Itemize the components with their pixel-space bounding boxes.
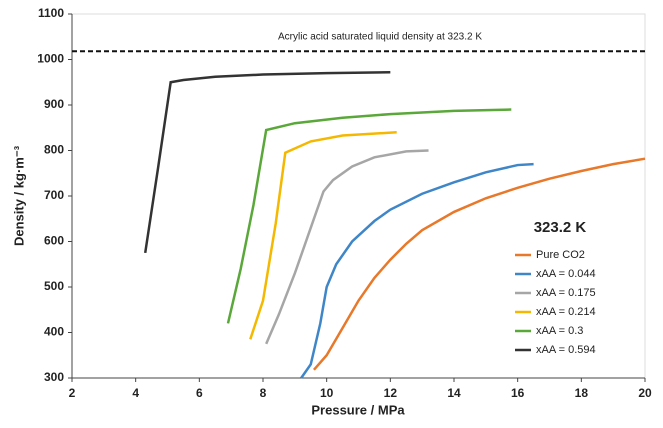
series-line [143, 70, 391, 254]
legend-title: 323.2 K [534, 219, 587, 236]
legend-label: xAA = 0.214 [536, 306, 596, 318]
y-tick-label: 1000 [37, 52, 64, 66]
y-tick-label: 500 [44, 279, 64, 293]
legend-label: xAA = 0.3 [536, 325, 583, 337]
legend-label: xAA = 0.594 [536, 344, 596, 356]
x-tick-label: 12 [384, 386, 398, 400]
y-tick-label: 900 [44, 97, 64, 111]
x-tick-label: 6 [196, 386, 203, 400]
legend-label: xAA = 0.044 [536, 268, 596, 280]
series-line [312, 157, 646, 371]
y-tick-label: 700 [44, 188, 64, 202]
plot-frame [71, 13, 646, 379]
series-line [300, 162, 534, 379]
y-tick-label: 600 [44, 234, 64, 248]
x-axis-title: Pressure / MPa [311, 402, 405, 417]
series-line [226, 108, 512, 324]
reference-label: Acrylic acid saturated liquid density at… [278, 32, 482, 43]
x-tick-label: 10 [320, 386, 334, 400]
series-line [265, 149, 429, 345]
y-tick-label: 1100 [38, 6, 64, 20]
y-tick-label: 800 [44, 143, 64, 157]
series-line [249, 131, 397, 340]
y-axis-title: Density / kg·m⁻³ [11, 145, 26, 246]
x-tick-label: 18 [575, 386, 589, 400]
x-tick-label: 20 [638, 386, 652, 400]
y-tick-label: 400 [44, 325, 64, 339]
legend-label: Pure CO2 [536, 249, 585, 261]
x-tick-label: 8 [260, 386, 267, 400]
x-tick-label: 2 [69, 386, 76, 400]
legend-label: xAA = 0.175 [536, 287, 596, 299]
x-tick-label: 16 [511, 386, 525, 400]
y-tick-label: 300 [44, 370, 64, 384]
x-tick-label: 4 [132, 386, 139, 400]
x-tick-label: 14 [447, 386, 461, 400]
